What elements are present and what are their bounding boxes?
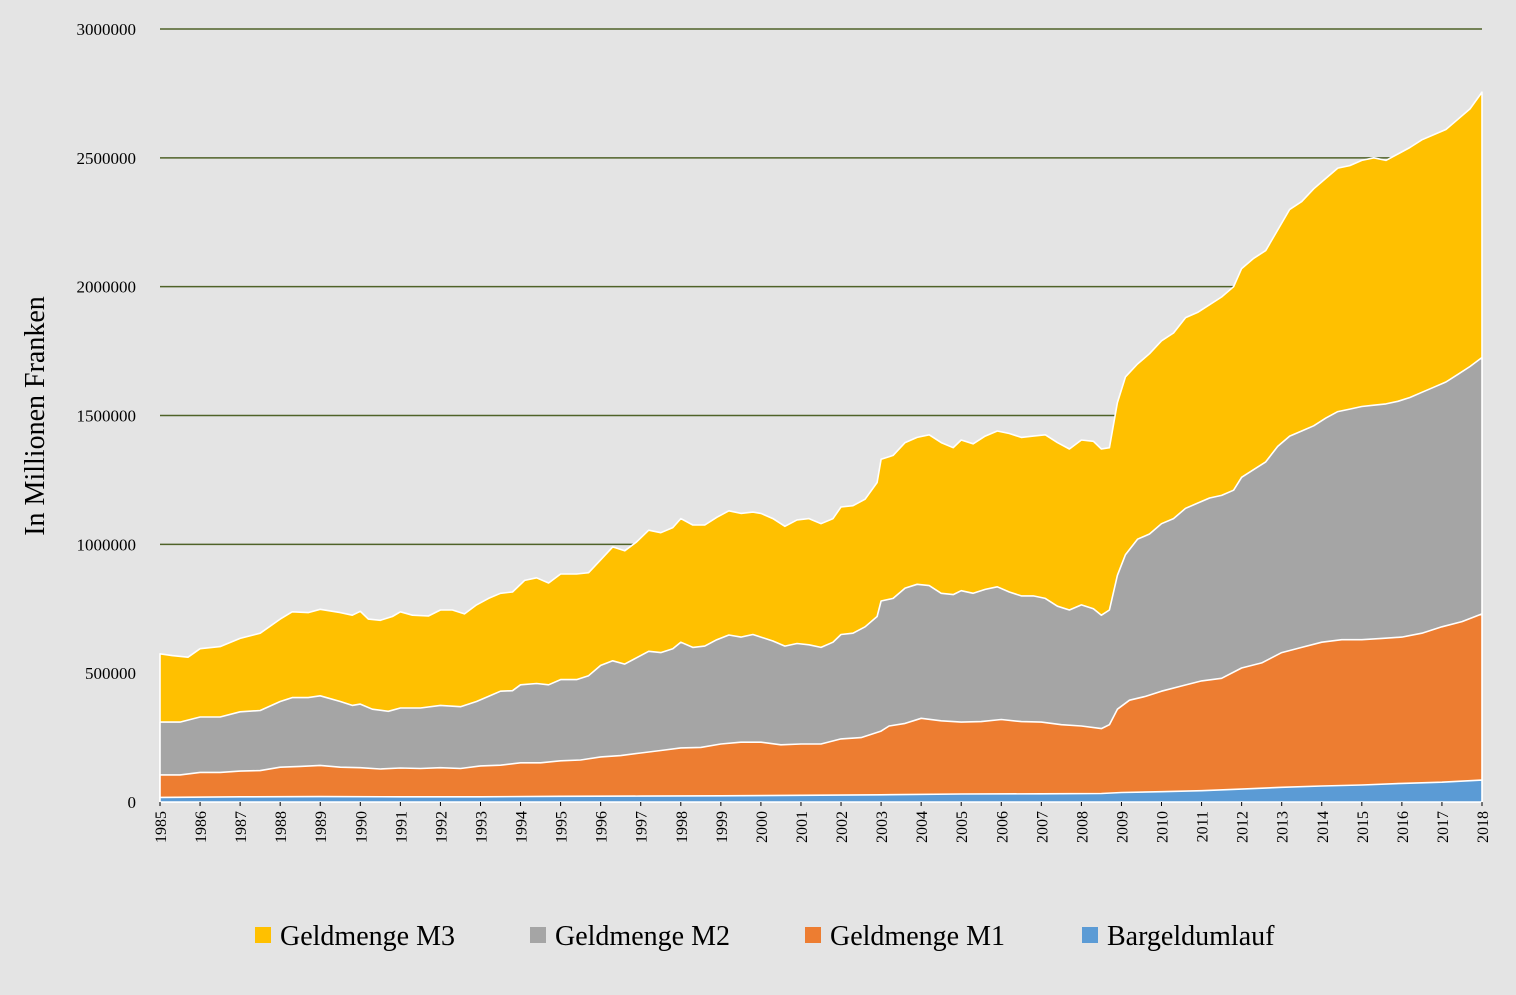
x-tick-label: 1996 bbox=[594, 811, 611, 843]
x-tick-label: 1990 bbox=[353, 811, 370, 843]
series-area-geldmenge-m2 bbox=[159, 356, 1483, 803]
x-tick-label: 2011 bbox=[1195, 811, 1212, 842]
x-tick-label: 2002 bbox=[834, 811, 851, 843]
x-tick-label: 1985 bbox=[153, 811, 170, 843]
x-tick-label: 2004 bbox=[914, 811, 931, 843]
x-tick-label: 1997 bbox=[634, 811, 651, 843]
plot-area bbox=[159, 91, 1483, 803]
legend-label: Geldmenge M1 bbox=[830, 921, 1005, 952]
y-axis-label: In Millionen Franken bbox=[20, 296, 51, 536]
x-tick-label: 1994 bbox=[514, 811, 531, 843]
y-tick-label: 0 bbox=[128, 793, 137, 812]
series-area-geldmenge-m1 bbox=[159, 613, 1483, 803]
x-tick-label: 1987 bbox=[233, 811, 250, 843]
x-tick-label: 2017 bbox=[1435, 811, 1452, 843]
legend: Geldmenge M3 Geldmenge M2 Geldmenge M1 Barg… bbox=[255, 921, 1275, 952]
x-tick-label: 2012 bbox=[1235, 811, 1252, 843]
x-tick-label: 2018 bbox=[1475, 811, 1492, 843]
y-tick-label: 3000000 bbox=[77, 20, 137, 39]
x-tick-label: 1999 bbox=[714, 811, 731, 843]
x-tick-label: 1989 bbox=[313, 811, 330, 843]
x-tick-label: 2007 bbox=[1034, 811, 1051, 843]
x-tick-label: 1991 bbox=[393, 811, 410, 843]
x-tick-label: 2005 bbox=[954, 811, 971, 843]
x-tick-label: 2010 bbox=[1155, 811, 1172, 843]
legend-label: Bargeldumlauf bbox=[1107, 921, 1275, 952]
x-tick-label: 1993 bbox=[474, 811, 491, 843]
x-tick-label: 2013 bbox=[1275, 811, 1292, 843]
y-tick-label: 2500000 bbox=[77, 149, 137, 168]
y-tick-label: 1000000 bbox=[77, 535, 137, 554]
y-tick-label: 1500000 bbox=[77, 407, 137, 426]
x-tick-label: 1986 bbox=[193, 811, 210, 843]
x-tick-label: 2014 bbox=[1315, 811, 1332, 843]
legend-swatch bbox=[805, 927, 821, 943]
series-area-bargeldumlauf bbox=[159, 779, 1483, 803]
x-tick-label: 2000 bbox=[754, 811, 771, 843]
y-tick-label: 2000000 bbox=[77, 278, 137, 297]
x-tick-label: 1988 bbox=[273, 811, 290, 843]
x-tick-label: 2001 bbox=[794, 811, 811, 843]
x-tick-label: 2015 bbox=[1355, 811, 1372, 843]
legend-swatch bbox=[255, 927, 271, 943]
x-tick-label: 1995 bbox=[554, 811, 571, 843]
legend-swatch bbox=[1082, 927, 1098, 943]
y-tick-label: 500000 bbox=[85, 664, 136, 683]
legend-label: Geldmenge M2 bbox=[555, 921, 730, 952]
x-tick-label: 2006 bbox=[994, 811, 1011, 843]
x-tick-label: 2009 bbox=[1115, 811, 1132, 843]
x-tick-label: 1998 bbox=[674, 811, 691, 843]
x-tick-label: 1992 bbox=[433, 811, 450, 843]
legend-label: Geldmenge M3 bbox=[280, 921, 455, 952]
x-tick-label: 2003 bbox=[874, 811, 891, 843]
x-axis: 1985 1986 1987 1988 1989 1990 1991 1992 1993 1994… bbox=[153, 802, 1492, 843]
x-tick-label: 2016 bbox=[1395, 811, 1412, 843]
y-axis: 0 500000 1000000 1500000 2000000 2500000 30000… bbox=[77, 20, 137, 812]
x-tick-label: 2008 bbox=[1074, 811, 1091, 843]
legend-swatch bbox=[530, 927, 546, 943]
